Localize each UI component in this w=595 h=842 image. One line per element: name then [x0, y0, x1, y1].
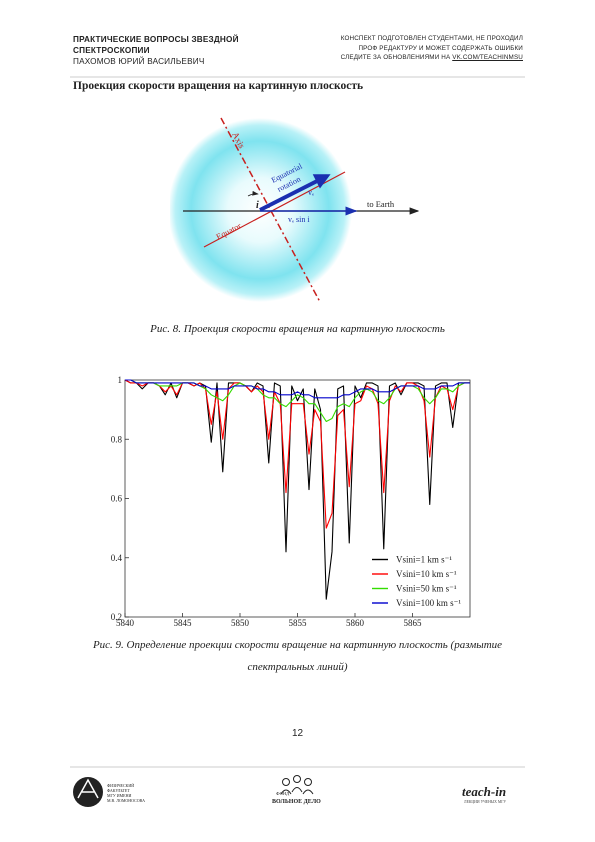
y-tick-label: 0.8 — [111, 434, 123, 444]
section-heading: Проекция скорости вращения на картинную … — [73, 80, 364, 92]
page-number: 12 — [291, 728, 304, 739]
series-line — [124, 379, 470, 600]
msu-text: ФИЗИЧЕСКИЙ — [107, 783, 134, 788]
ve-sini-label: vₑ sin i — [288, 215, 310, 224]
angle-label: i — [256, 200, 259, 211]
header-notice: ПРОФ РЕДАКТУРУ И МОЖЕТ СОДЕРЖАТЬ ОШИБКИ — [358, 44, 523, 52]
msu-logo-mark — [77, 778, 99, 799]
y-tick-label: 1 — [118, 375, 123, 385]
x-tick-label: 5860 — [346, 618, 365, 628]
header-left: ПРАКТИЧЕСКИЕ ВОПРОСЫ ЗВЕЗДНОЙ СПЕКТРОСКО… — [73, 34, 239, 67]
header-title: ПРАКТИЧЕСКИЕ ВОПРОСЫ ЗВЕЗДНОЙ — [73, 35, 239, 44]
figure-9-caption: Рис. 9. Определение проекции скорости вр… — [92, 639, 503, 673]
msu-text: МГУ ИМЕНИ — [107, 793, 131, 798]
angle-arc — [247, 190, 259, 197]
header-right: КОНСПЕКТ ПОДГОТОВЛЕН СТУДЕНТАМИ, НЕ ПРОХ… — [341, 34, 523, 63]
footer-logos: ФИЗИЧЕСКИЙ ФАКУЛЬТЕТ МГУ ИМЕНИ М.В. ЛОМО… — [73, 775, 506, 807]
header-title: СПЕКТРОСКОПИИ — [73, 46, 150, 55]
legend-label: Vsini=10 km s⁻¹ — [396, 569, 457, 579]
x-tick-label: 5855 — [289, 618, 308, 628]
header-notice: СЛЕДИТЕ ЗА ОБНОВЛЕНИЯМИ НА VK.COM/TEACHI… — [341, 53, 523, 63]
ve-label: vₑ — [308, 188, 314, 197]
msu-text: ФАКУЛЬТЕТ — [107, 788, 130, 793]
teachin-logo: teach-in — [462, 784, 506, 799]
x-tick-label: 5845 — [174, 618, 193, 628]
series-line — [124, 379, 470, 529]
figure-8-caption: Рис. 8. Проекция скорости вращения на ка… — [150, 323, 445, 335]
legend-label: Vsini=1 km s⁻¹ — [396, 555, 452, 565]
teachin-tagline: ЛЕКЦИИ УЧЕНЫХ МГУ — [464, 800, 506, 804]
x-tick-label: 5865 — [404, 618, 423, 628]
msu-text: М.В. ЛОМОНОСОВА — [107, 798, 145, 803]
header-author: ПАХОМОВ ЮРИЙ ВАСИЛЬЕВИЧ — [73, 57, 205, 66]
y-tick-label: 0.2 — [111, 612, 122, 622]
legend-label: Vsini=50 km s⁻¹ — [396, 584, 457, 594]
plot-frame — [124, 379, 471, 618]
rotation-axis — [220, 117, 321, 303]
x-tick-label: 5840 — [116, 618, 135, 628]
legend-label: Vsini=100 km s⁻¹ — [396, 598, 461, 608]
fund-text: ФОНД — [276, 791, 289, 796]
fund-logo — [280, 775, 314, 795]
x-tick-label: 5850 — [231, 618, 250, 628]
y-tick-label: 0.6 — [111, 494, 123, 504]
figure-8-diagram: Axis Equatorial rotation vₑ vₑ sin i to … — [170, 117, 420, 303]
rotation-vector — [259, 174, 331, 212]
header-notice: КОНСПЕКТ ПОДГОТОВЛЕН СТУДЕНТАМИ, НЕ ПРОХ… — [340, 35, 523, 42]
header-notice-text: СЛЕДИТЕ ЗА ОБНОВЛЕНИЯМИ НА — [340, 54, 453, 61]
series-line — [125, 379, 470, 399]
fund-text: ВОЛЬНОЕ ДЕЛО — [272, 799, 321, 805]
y-tick-label: 0.4 — [111, 553, 123, 563]
header-link[interactable]: VK.COM/TEACHINMSU — [452, 54, 523, 61]
earth-label: to Earth — [367, 199, 395, 209]
